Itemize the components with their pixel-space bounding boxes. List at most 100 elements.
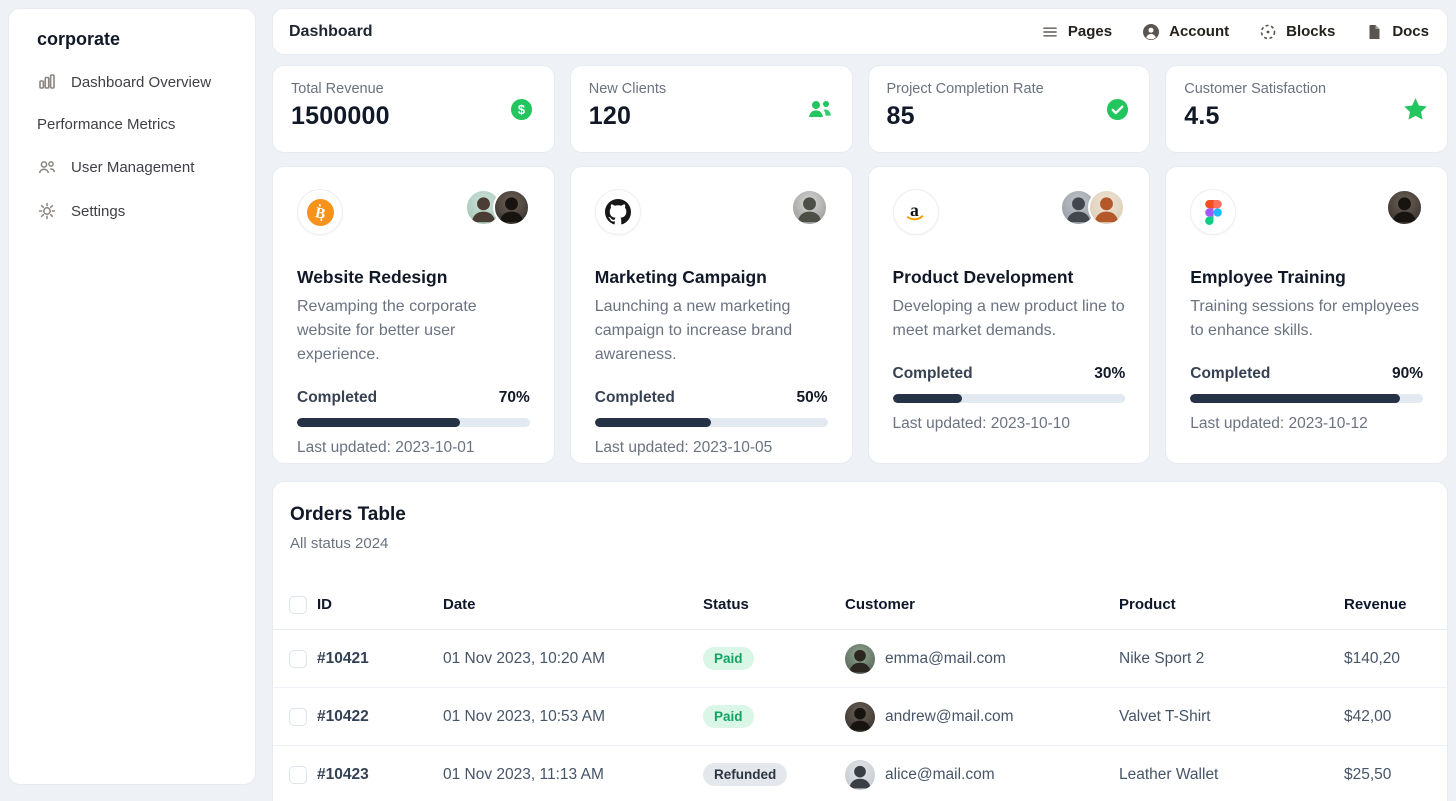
table-header-row: ID Date Status Customer Product Revenue [273, 580, 1447, 630]
progress-value: 50% [796, 389, 828, 406]
users-icon [37, 157, 57, 177]
project-card-employee-training: Employee Training Training sessions for … [1165, 166, 1448, 464]
project-title: Product Development [892, 267, 1074, 287]
menu-item-blocks[interactable]: Blocks [1259, 23, 1335, 41]
row-checkbox[interactable] [289, 707, 307, 726]
sidebar-item-label: User Management [71, 158, 195, 176]
stat-label: Customer Satisfaction [1184, 81, 1327, 97]
people-icon [806, 95, 834, 123]
order-date: 01 Nov 2023, 11:13 AM [443, 765, 604, 783]
progress-bar [1190, 394, 1423, 403]
order-id: #10422 [317, 707, 369, 725]
column-header-customer: Customer [845, 596, 916, 613]
stat-value: 1500000 [291, 102, 390, 130]
column-header-product: Product [1119, 596, 1176, 613]
stat-label: Project Completion Rate [886, 81, 1044, 97]
menu-item-label: Pages [1067, 23, 1113, 40]
orders-table-subtitle: All status 2024 [290, 535, 389, 552]
customer-email: alice@mail.com [885, 765, 995, 783]
order-id: #10421 [317, 649, 369, 667]
check-circle-icon [1103, 95, 1131, 123]
table-row[interactable]: #10423 01 Nov 2023, 11:13 AM Refunded al… [273, 746, 1447, 801]
avatar [1088, 189, 1126, 226]
project-team-avatars [1386, 189, 1423, 226]
column-header-revenue: Revenue [1344, 596, 1407, 613]
progress-bar [297, 418, 530, 427]
topbar-menu: Pages Account [1041, 23, 1429, 41]
project-description: Launching a new marketing campaign to in… [594, 298, 793, 363]
menu-item-docs[interactable]: Docs [1365, 23, 1429, 41]
sidebar-item-label: Dashboard Overview [71, 73, 212, 91]
status-badge: Paid [703, 705, 754, 728]
stat-value: 120 [588, 102, 632, 130]
dashed-circle-icon [1259, 23, 1277, 41]
row-checkbox[interactable] [289, 649, 307, 668]
progress-label: Completed [594, 389, 675, 406]
project-team-avatars [464, 189, 530, 226]
menu-item-account[interactable]: Account [1142, 23, 1229, 41]
table-row[interactable]: #10422 01 Nov 2023, 10:53 AM Paid andrew… [273, 688, 1447, 746]
sidebar-item-settings[interactable]: Settings [25, 193, 239, 229]
svg-text:B: B [313, 205, 326, 223]
select-all-checkbox[interactable] [289, 595, 307, 614]
column-header-status: Status [703, 596, 749, 613]
sidebar-item-performance-metrics[interactable]: Performance Metrics [25, 108, 239, 141]
customer-email: andrew@mail.com [885, 707, 1014, 725]
project-team-avatars [1060, 189, 1126, 226]
progress-bar-fill [594, 418, 712, 427]
customer-avatar [845, 701, 875, 732]
order-date: 01 Nov 2023, 10:53 AM [443, 707, 606, 725]
stats-row: Total Revenue 1500000 $ New Clients 120 [272, 65, 1448, 153]
status-badge: Refunded [703, 763, 788, 786]
last-updated: Last updated: 2023-10-10 [892, 415, 1071, 432]
sidebar-item-user-management[interactable]: User Management [25, 149, 239, 185]
document-icon [1365, 23, 1383, 41]
menu-item-label: Account [1169, 23, 1230, 40]
menu-item-label: Blocks [1286, 23, 1336, 40]
dollar-circle-icon: $ [508, 95, 536, 123]
project-card-marketing-campaign: Marketing Campaign Launching a new marke… [569, 166, 853, 464]
sidebar: corporate Dashboard Overview Performance… [8, 8, 256, 785]
page-title: Dashboard [289, 22, 373, 40]
progress-bar [892, 394, 1126, 403]
status-badge: Paid [703, 647, 754, 670]
progress-label: Completed [1190, 365, 1271, 382]
last-updated: Last updated: 2023-10-01 [297, 439, 475, 456]
progress-bar-fill [1190, 394, 1400, 403]
app-title: corporate [37, 29, 121, 49]
progress-label: Completed [892, 365, 973, 382]
row-checkbox[interactable] [289, 765, 307, 784]
progress-value: 70% [498, 389, 530, 406]
stat-card-total-revenue: Total Revenue 1500000 $ [272, 65, 555, 153]
avatar [790, 189, 828, 226]
projects-row: B Website Redesign Revamping the corpora… [272, 166, 1448, 464]
stat-value: 85 [886, 102, 915, 130]
bitcoin-icon: B [297, 189, 343, 235]
progress-bar-fill [892, 394, 963, 403]
order-product: Leather Wallet [1119, 765, 1219, 783]
bar-chart-icon [37, 72, 57, 92]
stat-label: Total Revenue [291, 81, 384, 97]
table-row[interactable]: #10421 01 Nov 2023, 10:20 AM Paid emma@m… [273, 630, 1447, 688]
order-date: 01 Nov 2023, 10:20 AM [443, 649, 606, 667]
github-icon [594, 189, 641, 235]
project-description: Developing a new product line to meet ma… [892, 298, 1125, 339]
avatar [492, 189, 530, 226]
main-content: Dashboard Pages Account [272, 8, 1448, 801]
order-product: Nike Sport 2 [1119, 649, 1205, 667]
user-circle-icon [1142, 23, 1160, 41]
stat-card-completion-rate: Project Completion Rate 85 [867, 65, 1151, 153]
sidebar-item-dashboard-overview[interactable]: Dashboard Overview [25, 64, 239, 100]
column-header-id: ID [317, 596, 332, 613]
amazon-icon: a [892, 189, 939, 235]
project-title: Employee Training [1190, 267, 1346, 287]
last-updated: Last updated: 2023-10-12 [1190, 415, 1368, 432]
customer-avatar [845, 759, 875, 790]
hamburger-menu-icon [1041, 23, 1059, 41]
order-id: #10423 [317, 765, 369, 783]
topbar: Dashboard Pages Account [272, 8, 1448, 55]
menu-item-pages[interactable]: Pages [1041, 23, 1112, 41]
figma-icon [1190, 189, 1237, 235]
progress-value: 30% [1094, 365, 1126, 382]
project-title: Website Redesign [297, 267, 448, 287]
